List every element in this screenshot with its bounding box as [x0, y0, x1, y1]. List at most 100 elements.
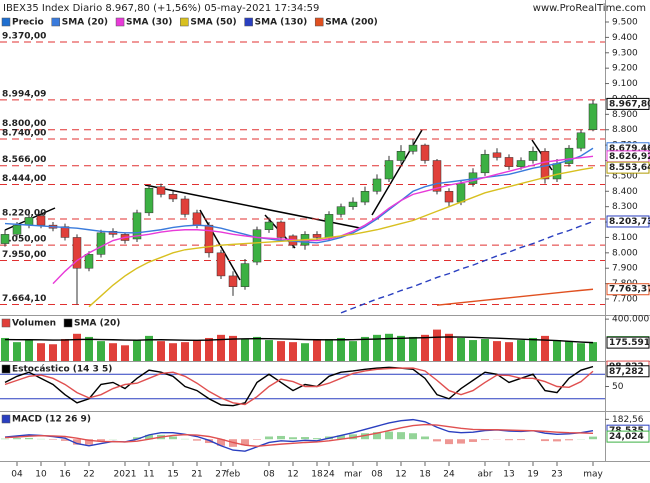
trend-line — [371, 129, 423, 216]
legend-label: SMA (50) — [190, 18, 236, 28]
candle-body — [324, 214, 334, 238]
value-tag-box — [606, 430, 650, 443]
histogram-bar — [289, 437, 297, 440]
x-tick-label: mar — [344, 470, 362, 480]
volume-bar — [109, 343, 117, 361]
histogram-bar — [85, 439, 93, 445]
line-series — [4, 147, 594, 244]
level-label: 7.950,00 — [2, 250, 46, 260]
histogram-bar — [169, 436, 177, 440]
volume-bar — [433, 329, 441, 361]
volume-bar — [229, 335, 237, 361]
candle-body — [96, 232, 106, 255]
candle-body — [516, 160, 526, 167]
y-tick-label: 9.500 — [612, 18, 638, 28]
legend-label: Volumen — [12, 319, 56, 329]
histogram-bar — [361, 433, 369, 440]
histogram-bar — [145, 434, 153, 440]
x-tick-label: 08 — [371, 470, 383, 480]
value-tag-box — [606, 161, 650, 174]
volume-bar — [289, 342, 297, 361]
volume-bar — [493, 341, 501, 361]
legend-label: SMA (20) — [62, 18, 108, 28]
volume-bar — [157, 341, 165, 361]
histogram-bar — [445, 439, 453, 445]
value-tag-box — [606, 336, 650, 349]
x-tick-label: may — [583, 470, 603, 480]
y-tick-label: 9.200 — [612, 64, 638, 74]
x-tick-label: 18 — [419, 470, 431, 480]
histogram-bar — [385, 431, 393, 440]
volume-bar — [61, 339, 69, 361]
legend-swatch — [1, 414, 11, 424]
candle-body — [144, 187, 154, 214]
y-tick-label: 182,56 — [612, 415, 644, 425]
histogram-bar — [397, 432, 405, 440]
value-tag: 87,282 — [609, 367, 644, 377]
y-tick-label: 8.400 — [612, 187, 638, 197]
x-tick-label: 24 — [323, 470, 335, 480]
candle-body — [444, 191, 454, 203]
histogram-bar — [337, 435, 345, 440]
chart-title: IBEX35 Index Diario 8.967,80 (+1,56%) 05… — [3, 3, 319, 14]
volume-bar — [409, 336, 417, 361]
candle-body — [192, 212, 202, 226]
line-series — [52, 155, 594, 285]
histogram-bar — [25, 437, 33, 440]
x-tick-label: 12 — [287, 470, 298, 480]
volume-bar — [13, 342, 21, 361]
volume-bar — [505, 342, 513, 361]
candle-body — [204, 224, 214, 254]
candle-body — [12, 224, 22, 235]
x-tick-label: 16 — [59, 470, 71, 480]
histogram-bar — [409, 433, 417, 440]
histogram-bar — [373, 432, 381, 440]
legend-swatch — [51, 17, 60, 27]
volume-bar — [529, 337, 537, 361]
legend-swatch — [115, 17, 125, 27]
volume-bar — [37, 343, 45, 361]
value-tag: 8.679,46 — [609, 144, 650, 154]
candle-body — [228, 275, 238, 287]
level-label: 8.800,00 — [2, 119, 46, 129]
candle-body — [312, 234, 322, 238]
volume-bar — [517, 340, 525, 361]
volume-bar — [313, 340, 321, 361]
histogram-bar — [217, 439, 225, 446]
volume-bar — [49, 344, 57, 361]
candle-body — [168, 194, 178, 200]
legend-label: Estocástico (14 3 5) — [12, 365, 112, 375]
volume-bar — [1, 337, 9, 361]
volume-bar — [373, 334, 381, 361]
legend-swatch — [180, 17, 189, 27]
legend-swatch — [1, 364, 11, 374]
histogram-bar — [193, 439, 201, 441]
candle-body — [504, 157, 514, 167]
histogram-bar — [505, 439, 513, 441]
volume-bar — [349, 341, 357, 361]
histogram-bar — [517, 439, 525, 441]
line-series — [4, 423, 594, 448]
line-series — [436, 288, 594, 306]
level-label: 8.220,00 — [2, 208, 46, 218]
volume-bar — [325, 339, 333, 361]
line-series — [4, 365, 594, 407]
candle-body — [264, 221, 274, 230]
histogram-bar — [205, 439, 213, 444]
volume-bar — [277, 341, 285, 361]
candle-body — [480, 154, 490, 174]
y-tick-label: 50 — [612, 382, 624, 392]
volume-bar — [169, 343, 177, 361]
value-tag-box — [606, 365, 650, 378]
candle-body — [552, 163, 562, 180]
x-tick-label: abr — [478, 470, 493, 480]
x-tick-label: 24 — [443, 470, 455, 480]
candle-body — [84, 254, 94, 269]
legend-label: MACD (12 26 9) — [12, 415, 91, 425]
volume-bar — [457, 337, 465, 361]
legend-swatch — [1, 318, 11, 328]
histogram-bar — [433, 439, 441, 442]
volume-bar — [589, 342, 597, 361]
candle-body — [24, 217, 34, 226]
